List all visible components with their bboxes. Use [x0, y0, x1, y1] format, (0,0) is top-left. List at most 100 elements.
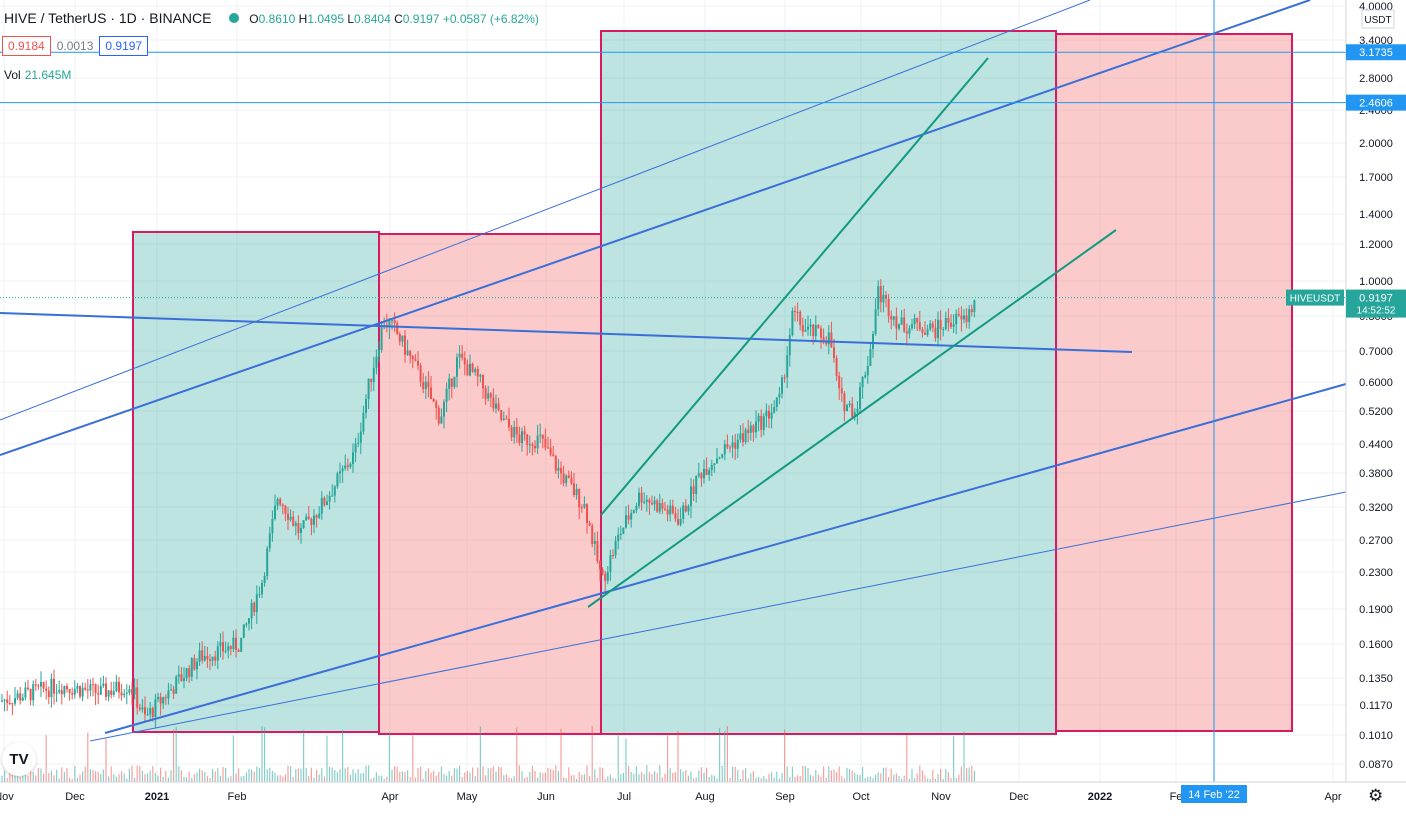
- volume-bar: [342, 730, 344, 782]
- volume-bar: [921, 770, 923, 782]
- volume-bar: [555, 765, 557, 782]
- candle-body: [804, 329, 807, 332]
- volume-bar: [937, 774, 939, 782]
- candle-body: [120, 692, 123, 696]
- candle-body: [292, 516, 295, 526]
- candle-body: [950, 322, 952, 327]
- candle-body: [14, 698, 16, 704]
- candle-body: [172, 689, 175, 694]
- candle-body: [510, 427, 513, 438]
- candle-body: [669, 505, 672, 515]
- volume-bar: [599, 767, 601, 782]
- volume-bar: [958, 774, 960, 782]
- zone-box: [378, 233, 602, 735]
- volume-bar: [729, 778, 731, 782]
- volume-bar: [388, 732, 390, 782]
- candle-body: [310, 518, 313, 525]
- volume-bar: [888, 776, 890, 782]
- volume-bar: [695, 777, 697, 782]
- volume-bar: [615, 778, 617, 782]
- volume-bar: [318, 774, 320, 782]
- candle-body: [112, 691, 115, 695]
- symbol-title[interactable]: HIVE / TetherUS · 1D · BINANCE: [4, 10, 212, 26]
- volume-bar: [474, 776, 476, 782]
- candle-body: [333, 486, 336, 496]
- candle-body: [388, 321, 391, 327]
- candle-body: [861, 377, 864, 388]
- candle-body: [500, 409, 503, 420]
- candle-body: [294, 523, 297, 526]
- gear-icon[interactable]: ⚙: [1368, 786, 1384, 805]
- price-tick-label: 0.2700: [1359, 535, 1393, 547]
- volume-bar: [66, 767, 68, 782]
- candle-body: [778, 393, 781, 398]
- candle-body: [521, 431, 523, 444]
- candle-body: [484, 388, 487, 399]
- candle-body: [271, 518, 274, 534]
- volume-bar: [206, 776, 208, 782]
- volume-bar: [505, 774, 507, 782]
- candle-body: [656, 500, 659, 512]
- volume-bar: [446, 775, 448, 782]
- candle-body: [661, 503, 664, 509]
- candle-body: [796, 311, 799, 313]
- buy-button[interactable]: 0.9197: [99, 36, 149, 56]
- candle-body: [482, 374, 484, 389]
- volume-bar: [903, 775, 905, 782]
- volume-bar: [778, 778, 780, 782]
- volume-bar: [420, 766, 422, 782]
- candle-body: [586, 503, 588, 524]
- candle-body: [830, 332, 833, 348]
- candle-body: [963, 315, 965, 320]
- volume-bar: [399, 771, 401, 782]
- price-tick-label: 1.0000: [1359, 276, 1393, 288]
- tradingview-logo-icon[interactable]: TV: [2, 742, 36, 776]
- volume-bar: [724, 730, 726, 782]
- candle-body: [877, 286, 880, 310]
- volume-bar: [617, 733, 619, 782]
- volume-bar: [391, 769, 393, 782]
- candle-body: [409, 350, 412, 357]
- candle-body: [526, 434, 529, 445]
- volume-bar: [557, 770, 559, 782]
- volume-bar: [253, 771, 255, 782]
- volume-bar: [786, 766, 788, 782]
- volume-bar: [830, 770, 832, 782]
- candle-body: [445, 388, 448, 402]
- candle-body: [674, 513, 677, 519]
- volume-bar: [752, 771, 754, 782]
- volume-bar: [375, 772, 377, 782]
- candle-body: [814, 324, 817, 337]
- candle-body: [27, 687, 29, 690]
- volume-bar: [511, 778, 513, 782]
- candle-body: [518, 434, 521, 444]
- trade-buttons: 0.9184 0.0013 0.9197: [2, 36, 149, 56]
- candle-body: [781, 377, 783, 394]
- volume-bar: [851, 770, 853, 782]
- sell-button[interactable]: 0.9184: [2, 36, 51, 56]
- ohlc-values: O0.8610 H1.0495 L0.8404 C0.9197 +0.0587 …: [249, 12, 539, 26]
- candle-body: [911, 324, 913, 329]
- candle-body: [84, 687, 87, 690]
- countdown-label: 14:52:52: [1357, 306, 1396, 317]
- volume-bar: [713, 775, 715, 782]
- volume-bar: [485, 775, 487, 782]
- candle-body: [151, 708, 154, 718]
- candle-body: [812, 324, 815, 337]
- candle-body: [68, 689, 71, 694]
- candle-body: [466, 364, 469, 376]
- candle-body: [601, 569, 604, 574]
- volume-bar: [661, 777, 663, 782]
- candle-body: [352, 452, 354, 464]
- candle-body: [497, 403, 500, 410]
- candle-body: [92, 684, 94, 686]
- volume-bar: [927, 778, 929, 782]
- volume-bar: [794, 776, 796, 782]
- candle-body: [414, 359, 417, 361]
- volume-bar: [960, 766, 962, 782]
- candle-body: [952, 324, 955, 327]
- volume-bar: [867, 776, 869, 782]
- candle-body: [809, 324, 812, 327]
- spread-value: 0.0013: [56, 39, 94, 53]
